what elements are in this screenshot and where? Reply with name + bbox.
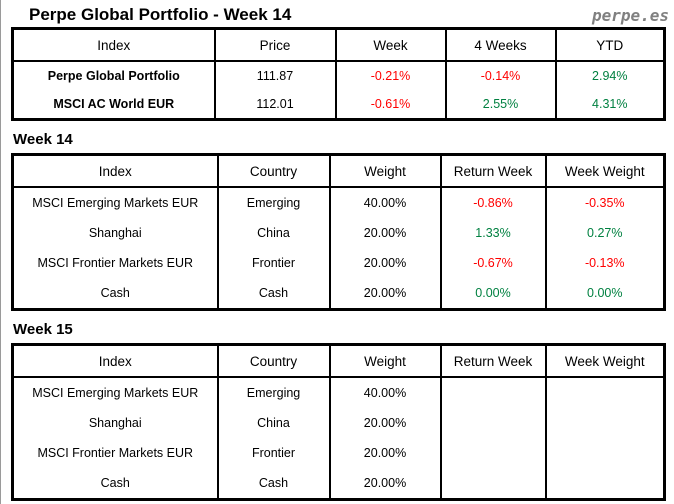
col-header-index: Index	[11, 28, 216, 62]
cell-weight: 40.00%	[328, 187, 442, 218]
table-row: Cash Cash 20.00% 0.00% 0.00%	[11, 278, 666, 310]
cell-week-weight: -0.35%	[544, 187, 666, 218]
cell-index: Shanghai	[11, 408, 219, 438]
cell-week: -0.61%	[334, 90, 447, 120]
col-header-country: Country	[216, 154, 331, 188]
brand-link: perpe.es	[591, 6, 669, 25]
cell-return-week: -0.67%	[439, 248, 547, 278]
table-row: Shanghai China 20.00% 1.33% 0.27%	[11, 218, 666, 248]
cell-weight: 20.00%	[328, 408, 442, 438]
col-header-week: Week	[334, 28, 447, 62]
table-row: Perpe Global Portfolio 111.87 -0.21% -0.…	[11, 61, 666, 90]
cell-index: Perpe Global Portfolio	[11, 61, 216, 90]
report-header: Perpe Global Portfolio - Week 14 perpe.e…	[1, 0, 674, 27]
cell-index: MSCI AC World EUR	[11, 90, 216, 120]
cell-country: Frontier	[216, 248, 331, 278]
cell-ytd: 4.31%	[554, 90, 666, 120]
cell-weight: 20.00%	[328, 218, 442, 248]
cell-weight: 20.00%	[328, 278, 442, 310]
cell-index: Cash	[11, 468, 219, 500]
col-header-4weeks: 4 Weeks	[444, 28, 557, 62]
col-header-index: Index	[11, 344, 219, 378]
table-row: Shanghai China 20.00%	[11, 408, 666, 438]
cell-price: 112.01	[213, 90, 337, 120]
col-header-return-week: Return Week	[439, 154, 547, 188]
table-row: MSCI Emerging Markets EUR Emerging 40.00…	[11, 187, 666, 218]
cell-country: China	[216, 408, 331, 438]
table-row: MSCI Emerging Markets EUR Emerging 40.00…	[11, 377, 666, 408]
cell-return-week: -0.86%	[439, 187, 547, 218]
week14-table: Index Country Weight Return Week Week We…	[11, 153, 666, 311]
cell-index: Shanghai	[11, 218, 219, 248]
col-header-week-weight: Week Weight	[544, 154, 666, 188]
cell-ytd: 2.94%	[554, 61, 666, 90]
col-header-week-weight: Week Weight	[544, 344, 666, 378]
cell-week-weight: 0.00%	[544, 278, 666, 310]
section-heading-week15: Week 15	[13, 321, 73, 338]
cell-return-week: 0.00%	[439, 278, 547, 310]
col-header-weight: Weight	[328, 154, 442, 188]
cell-week-weight	[544, 408, 666, 438]
cell-weight: 20.00%	[328, 248, 442, 278]
table-row: Cash Cash 20.00%	[11, 468, 666, 500]
summary-header-row: Index Price Week 4 Weeks YTD	[11, 28, 666, 62]
cell-index: MSCI Frontier Markets EUR	[11, 248, 219, 278]
cell-week-weight	[544, 438, 666, 468]
cell-index: Cash	[11, 278, 219, 310]
cell-index: MSCI Emerging Markets EUR	[11, 377, 219, 408]
cell-country: Emerging	[216, 187, 331, 218]
cell-week-weight: -0.13%	[544, 248, 666, 278]
week15-table: Index Country Weight Return Week Week We…	[11, 343, 666, 501]
cell-return-week: 1.33%	[439, 218, 547, 248]
page-title: Perpe Global Portfolio - Week 14	[29, 5, 292, 24]
week14-header-row: Index Country Weight Return Week Week We…	[11, 154, 666, 188]
cell-week-weight	[544, 377, 666, 408]
cell-return-week	[439, 468, 547, 500]
cell-return-week	[439, 438, 547, 468]
cell-country: Frontier	[216, 438, 331, 468]
cell-index: MSCI Frontier Markets EUR	[11, 438, 219, 468]
cell-week-weight	[544, 468, 666, 500]
col-header-country: Country	[216, 344, 331, 378]
cell-return-week	[439, 377, 547, 408]
cell-country: Cash	[216, 278, 331, 310]
summary-table: Index Price Week 4 Weeks YTD Perpe Globa…	[11, 27, 666, 121]
cell-weight: 20.00%	[328, 468, 442, 500]
cell-weight: 20.00%	[328, 438, 442, 468]
table-row: MSCI Frontier Markets EUR Frontier 20.00…	[11, 248, 666, 278]
col-header-price: Price	[213, 28, 337, 62]
cell-country: Cash	[216, 468, 331, 500]
col-header-ytd: YTD	[554, 28, 666, 62]
table-row: MSCI AC World EUR 112.01 -0.61% 2.55% 4.…	[11, 90, 666, 120]
section-heading-week14: Week 14	[13, 131, 73, 148]
cell-index: MSCI Emerging Markets EUR	[11, 187, 219, 218]
cell-4weeks: -0.14%	[444, 61, 557, 90]
week15-header-row: Index Country Weight Return Week Week We…	[11, 344, 666, 378]
table-row: MSCI Frontier Markets EUR Frontier 20.00…	[11, 438, 666, 468]
cell-week: -0.21%	[334, 61, 447, 90]
cell-return-week	[439, 408, 547, 438]
col-header-return-week: Return Week	[439, 344, 547, 378]
cell-week-weight: 0.27%	[544, 218, 666, 248]
cell-4weeks: 2.55%	[444, 90, 557, 120]
cell-country: China	[216, 218, 331, 248]
cell-weight: 40.00%	[328, 377, 442, 408]
cell-price: 111.87	[213, 61, 337, 90]
col-header-index: Index	[11, 154, 219, 188]
col-header-weight: Weight	[328, 344, 442, 378]
cell-country: Emerging	[216, 377, 331, 408]
